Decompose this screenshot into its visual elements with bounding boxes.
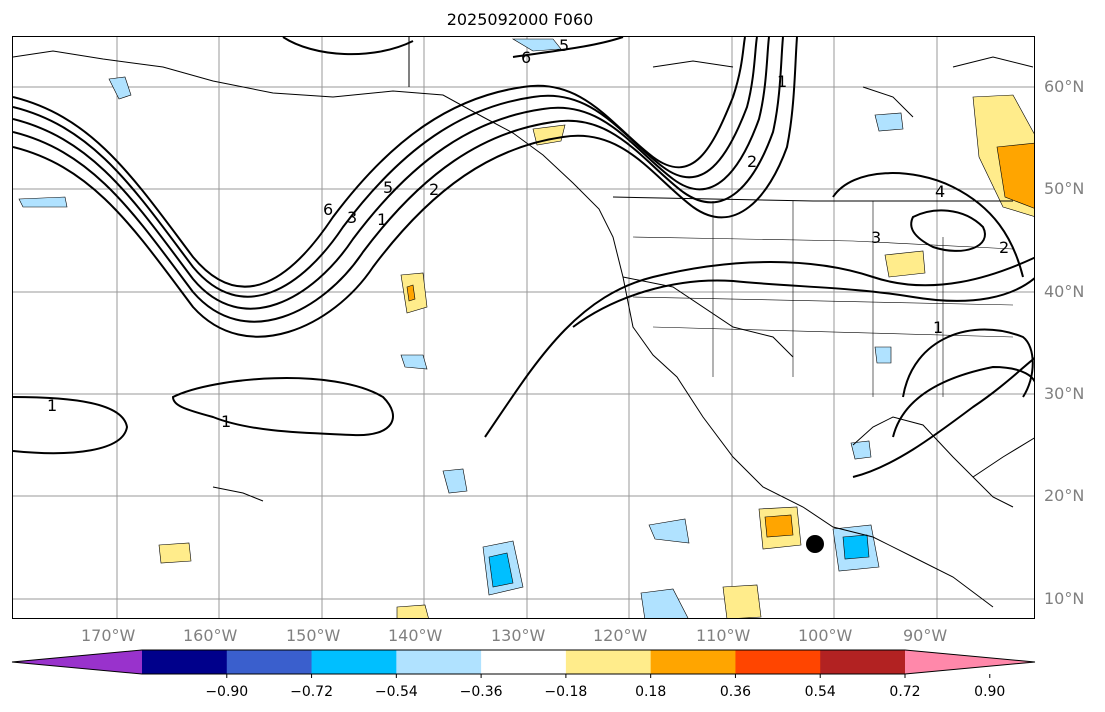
colorbar-extend-high <box>905 650 1035 674</box>
contour-labels: 1 1 1 1 2 2 3 3 4 5 5 6 6 2 1 <box>47 37 1009 431</box>
anomaly-fills <box>18 38 1034 618</box>
lat-label: 10°N <box>1044 589 1085 608</box>
colorbar <box>11 649 1036 678</box>
colorbar-tick-label: 0.18 <box>635 684 667 700</box>
lon-label: 160°W <box>183 626 238 645</box>
lon-label: 90°W <box>903 626 948 645</box>
colorbar-tick-label: 0.36 <box>719 684 752 700</box>
colorbar-segment <box>650 650 736 674</box>
lon-label: 120°W <box>593 626 648 645</box>
colorbar-tick-label: −0.18 <box>544 684 588 700</box>
colorbar-tick-label: 0.54 <box>804 684 836 700</box>
lat-label: 50°N <box>1044 179 1085 198</box>
contour-label: 1 <box>221 412 231 431</box>
colorbar-tick-label: −0.36 <box>459 684 503 700</box>
contour-label: 4 <box>935 182 945 201</box>
lon-label: 110°W <box>696 626 751 645</box>
colorbar-segment <box>820 650 906 674</box>
contour-label: 1 <box>377 210 387 229</box>
lat-label: 30°N <box>1044 384 1085 403</box>
lon-label: 150°W <box>286 626 341 645</box>
lon-label: 140°W <box>388 626 443 645</box>
contour-label: 2 <box>429 180 439 199</box>
lon-label: 130°W <box>491 626 546 645</box>
colorbar-tick-label: −0.90 <box>205 684 249 700</box>
map-svg: 1 1 1 1 2 2 3 3 4 5 5 6 6 2 1 <box>13 37 1034 618</box>
colorbar-tick-label: −0.54 <box>374 684 418 700</box>
contour-label: 5 <box>383 178 393 197</box>
contour-label: 6 <box>521 48 531 67</box>
contour-label: 3 <box>347 208 357 227</box>
contour-label: 2 <box>747 152 757 171</box>
contour-label: 6 <box>323 200 333 219</box>
colorbar-outline <box>11 649 1036 675</box>
coastlines <box>13 37 1034 608</box>
map-plot-area: 1 1 1 1 2 2 3 3 4 5 5 6 6 2 1 <box>12 36 1035 619</box>
lat-label: 40°N <box>1044 282 1085 301</box>
colorbar-segment <box>142 650 228 674</box>
lon-label: 100°W <box>798 626 853 645</box>
colorbar-segment <box>565 650 652 674</box>
lat-label: 20°N <box>1044 486 1085 505</box>
contours <box>13 37 1034 478</box>
colorbar-segment <box>226 650 313 674</box>
colorbar-segment <box>735 650 821 674</box>
contour-label: 3 <box>871 228 881 247</box>
contour-label: 1 <box>933 318 943 337</box>
political-borders <box>632 201 1014 397</box>
colorbar-segment <box>481 650 567 674</box>
colorbar-segment <box>396 650 482 674</box>
contour-label: 2 <box>999 238 1009 257</box>
colorbar-tick-label: 0.90 <box>974 684 1006 700</box>
contour-label: 1 <box>777 72 787 91</box>
colorbar-tick-label: 0.72 <box>889 684 921 700</box>
colorbar-segment <box>311 650 397 674</box>
colorbar-extend-low <box>12 650 142 674</box>
contour-label: 5 <box>559 37 569 55</box>
map-title: 2025092000 F060 <box>446 10 594 29</box>
location-marker <box>806 535 824 553</box>
lat-label: 60°N <box>1044 77 1085 96</box>
colorbar-tick-label: −0.72 <box>290 684 333 700</box>
contour-label: 1 <box>47 396 57 415</box>
graticule <box>13 37 1034 618</box>
lon-label: 170°W <box>81 626 136 645</box>
